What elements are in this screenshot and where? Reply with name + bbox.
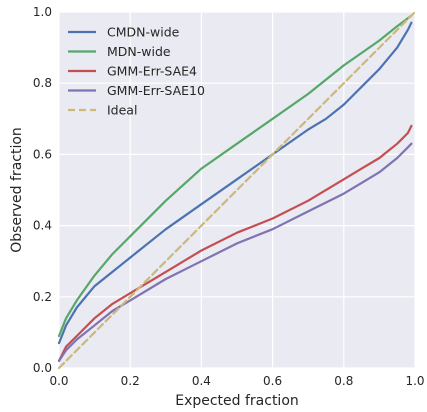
x-tick-label: 0.4 bbox=[192, 374, 211, 388]
x-tick-labels: 0.0 0.2 0.4 0.6 0.8 1.0 bbox=[49, 374, 424, 388]
x-tick-label: 0.0 bbox=[49, 374, 68, 388]
x-tick-label: 0.2 bbox=[121, 374, 140, 388]
series-line-gmm-err-sae10 bbox=[57, 142, 413, 362]
legend-label: GMM-Err-SAE10 bbox=[107, 83, 205, 98]
x-tick-label: 0.6 bbox=[263, 374, 282, 388]
series-line-mdn-wide bbox=[57, 14, 413, 338]
y-tick-label: 0.0 bbox=[33, 361, 52, 375]
x-tick-label: 1.0 bbox=[405, 374, 424, 388]
legend-label: MDN-wide bbox=[107, 44, 171, 59]
y-tick-label: 1.0 bbox=[33, 5, 52, 19]
legend: CMDN-wide MDN-wide GMM-Err-SAE4 GMM-Err-SAE… bbox=[68, 25, 205, 118]
series-line-gmm-err-sae4 bbox=[57, 124, 413, 362]
x-tick-label: 0.8 bbox=[334, 374, 353, 388]
y-axis-label: Observed fraction bbox=[9, 127, 25, 253]
series-line-cmdn-wide bbox=[57, 21, 413, 345]
x-axis-label: Expected fraction bbox=[175, 393, 299, 409]
series-layer bbox=[57, 10, 417, 370]
grid bbox=[58, 11, 416, 369]
y-tick-label: 0.2 bbox=[33, 290, 52, 304]
series-line-ideal bbox=[57, 10, 417, 370]
legend-label: CMDN-wide bbox=[107, 25, 180, 40]
y-tick-label: 0.8 bbox=[33, 76, 52, 90]
legend-label: Ideal bbox=[107, 103, 137, 118]
y-tick-labels: 0.0 0.2 0.4 0.6 0.8 1.0 bbox=[33, 5, 52, 375]
y-tick-label: 0.4 bbox=[33, 219, 52, 233]
legend-label: GMM-Err-SAE4 bbox=[107, 64, 197, 79]
y-tick-label: 0.6 bbox=[33, 147, 52, 161]
